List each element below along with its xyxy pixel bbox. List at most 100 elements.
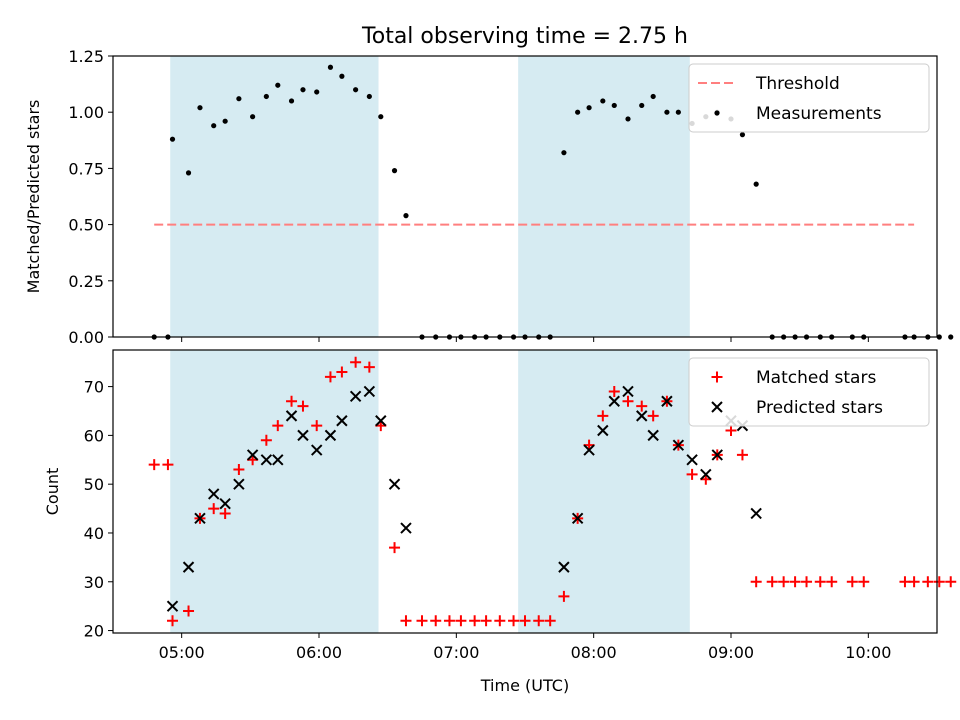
legend: Threshold Measurements — [688, 63, 930, 133]
predicted-star-point — [285, 410, 298, 422]
predicted-star-point — [324, 429, 337, 442]
matched-star-point — [219, 507, 231, 519]
predicted-star-point — [272, 454, 284, 466]
matched-star-point — [272, 420, 284, 432]
y-tick-label: 40 — [84, 524, 104, 543]
measurement-point — [625, 116, 631, 122]
predicted-star-point — [661, 395, 673, 407]
legend-predicted-swatch — [711, 401, 723, 413]
measurement-point — [250, 114, 256, 120]
measurement-point — [675, 109, 681, 115]
matched-star-point — [636, 400, 648, 412]
y-tick-label: 1.00 — [68, 103, 104, 122]
matched-star-point — [622, 395, 634, 407]
x-tick-label: 05:00 — [159, 643, 205, 662]
measurement-point — [327, 64, 334, 70]
matched-star-point — [167, 615, 179, 627]
matched-star-point — [311, 420, 323, 432]
predicted-star-point — [336, 415, 348, 427]
matched-star-point — [801, 576, 813, 588]
matched-star-point — [922, 576, 934, 588]
bottom-panel: 20 30 40 50 60 70 05:00 06:00 07:00 08:00 09:00 10:… — [43, 349, 957, 695]
predicted-star-point — [597, 424, 609, 437]
matched-star-point — [933, 576, 945, 588]
legend-label: Matched stars — [756, 368, 876, 388]
measurement-point — [275, 82, 281, 88]
predicted-star-point — [636, 410, 648, 422]
predicted-star-point — [622, 385, 634, 398]
measurement-point — [339, 73, 345, 79]
matched-star-point — [519, 615, 531, 627]
measurement-point — [314, 89, 320, 95]
predicted-star-point — [711, 449, 723, 461]
measurement-point — [288, 98, 295, 104]
y-tick-label: 70 — [84, 378, 104, 397]
predicted-star-point — [750, 507, 762, 520]
measurement-point — [263, 93, 269, 100]
matched-star-point — [389, 542, 401, 554]
predicted-star-point — [647, 429, 659, 442]
matched-star-point — [494, 615, 506, 627]
measurement-point — [353, 87, 359, 93]
matched-star-point — [455, 615, 467, 627]
matched-star-point — [233, 464, 245, 476]
matched-star-point — [778, 576, 790, 588]
measurement-point — [561, 150, 567, 156]
predicted-star-point — [686, 454, 698, 466]
predicted-star-point — [349, 390, 362, 403]
measurement-point — [391, 168, 398, 174]
legend-label: Measurements — [756, 104, 882, 124]
x-tick-label: 08:00 — [571, 643, 617, 662]
legend-measurement-swatch — [714, 110, 720, 116]
measurement-point — [403, 213, 409, 219]
predicted-star-point — [208, 488, 220, 500]
y-tick-label: 20 — [84, 622, 104, 641]
matched-star-point — [443, 615, 455, 627]
axes-frame — [112, 55, 938, 338]
y-tick-label: 0.75 — [68, 159, 104, 178]
predicted-star-point — [388, 478, 401, 490]
predicted-star-point — [260, 454, 273, 466]
measurement-point — [948, 334, 954, 340]
matched-star-point — [148, 459, 160, 471]
matched-star-point — [725, 425, 737, 437]
predicted-star-point — [700, 468, 712, 481]
y-tick-label: 30 — [84, 573, 104, 592]
predicted-star-point — [375, 415, 387, 427]
y-axis-label: Count — [43, 468, 62, 516]
predicted-star-point — [311, 444, 323, 456]
matched-star-point — [846, 576, 858, 588]
matched-star-point — [416, 615, 428, 627]
predicted-star-point — [558, 561, 570, 573]
measurement-point — [739, 132, 746, 138]
shaded-interval — [170, 56, 379, 337]
shaded-interval — [170, 350, 379, 633]
predicted-star-point — [182, 561, 195, 573]
matched-star-point — [558, 590, 570, 602]
chart-title: Total observing time = 2.75 h — [361, 24, 688, 49]
predicted-star-point — [583, 444, 595, 456]
predicted-star-point — [246, 449, 259, 461]
matched-star-point — [208, 503, 220, 515]
measurement-point — [753, 181, 759, 187]
x-tick-label: 07:00 — [433, 643, 479, 662]
matched-star-point — [183, 605, 195, 617]
predicted-star-point — [194, 512, 206, 525]
measurement-point — [236, 96, 242, 102]
matched-star-point — [647, 410, 659, 422]
matched-star-point — [597, 410, 609, 422]
matched-star-point — [814, 576, 826, 588]
legend-label: Threshold — [755, 74, 840, 94]
matched-star-point — [324, 371, 336, 383]
y-tick-label: 50 — [84, 475, 104, 494]
matched-star-point — [162, 459, 174, 471]
predicted-star-point — [166, 600, 179, 612]
matched-star-point — [350, 356, 362, 368]
matched-star-point — [533, 615, 545, 627]
x-tick-label: 10:00 — [845, 643, 891, 662]
measurement-point — [650, 93, 656, 100]
legend-box — [688, 357, 930, 427]
measurement-point — [222, 118, 228, 124]
predicted-star-point — [219, 497, 231, 510]
